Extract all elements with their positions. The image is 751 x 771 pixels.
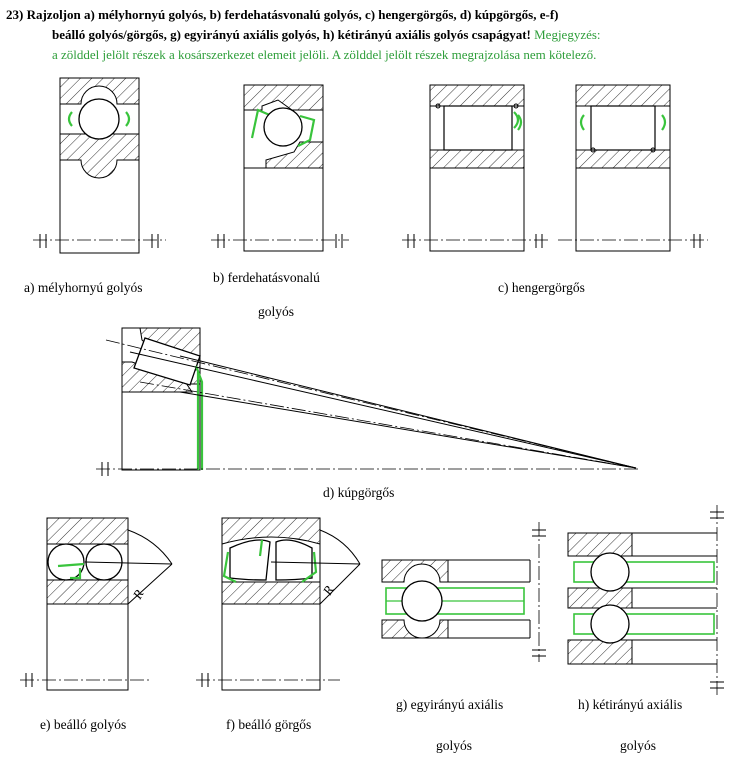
drawing-thrust-ball-single xyxy=(381,522,546,662)
ball xyxy=(78,98,120,140)
label-g-line1: g) egyirányú axiális xyxy=(396,697,504,712)
task-line-2: beálló golyós/görgős, g) egyirányú axiál… xyxy=(52,24,601,46)
roller xyxy=(590,105,656,151)
label-h-line2: golyós xyxy=(620,738,657,753)
task-line-1: 23) Rajzoljon a) mélyhornyú golyós, b) f… xyxy=(6,7,559,22)
ball xyxy=(47,543,85,581)
label-e: e) beálló golyós xyxy=(40,717,127,732)
drawing-tapered-roller xyxy=(96,327,640,476)
task-line-2-bold: beálló golyós/görgős, g) egyirányú axiál… xyxy=(52,27,531,42)
drawing-deep-groove-ball xyxy=(33,77,166,254)
ball xyxy=(401,580,443,622)
drawing-angular-contact-ball xyxy=(211,84,349,252)
drawing-self-aligning-ball: R xyxy=(20,517,173,691)
label-g-line2: golyós xyxy=(436,738,473,753)
label-h-line1: h) kétirányú axiális xyxy=(578,697,683,712)
spherical-roller xyxy=(275,539,313,581)
note-text: a zölddel jelölt részek a kosárszerkezet… xyxy=(52,47,597,62)
drawing-spherical-roller: R xyxy=(196,517,361,691)
ball xyxy=(590,552,630,592)
label-c: c) hengergörgős xyxy=(498,280,585,295)
ball xyxy=(590,604,630,644)
spherical-roller xyxy=(229,539,271,581)
label-b-line1: b) ferdehatásvonalú xyxy=(213,270,320,285)
label-a: a) mélyhornyú golyós xyxy=(24,280,143,295)
note-label: Megjegyzés: xyxy=(530,27,601,42)
roller xyxy=(443,105,513,151)
ball xyxy=(263,107,303,147)
drawing-cylindrical-roller-1 xyxy=(402,84,550,252)
label-f: f) beálló görgős xyxy=(226,717,312,732)
label-b-line2: golyós xyxy=(258,304,295,319)
label-d: d) kúpgörgős xyxy=(323,485,395,500)
drawing-thrust-ball-double xyxy=(567,505,724,695)
drawing-cylindrical-roller-2 xyxy=(558,84,708,252)
tapered-roller xyxy=(133,337,201,386)
